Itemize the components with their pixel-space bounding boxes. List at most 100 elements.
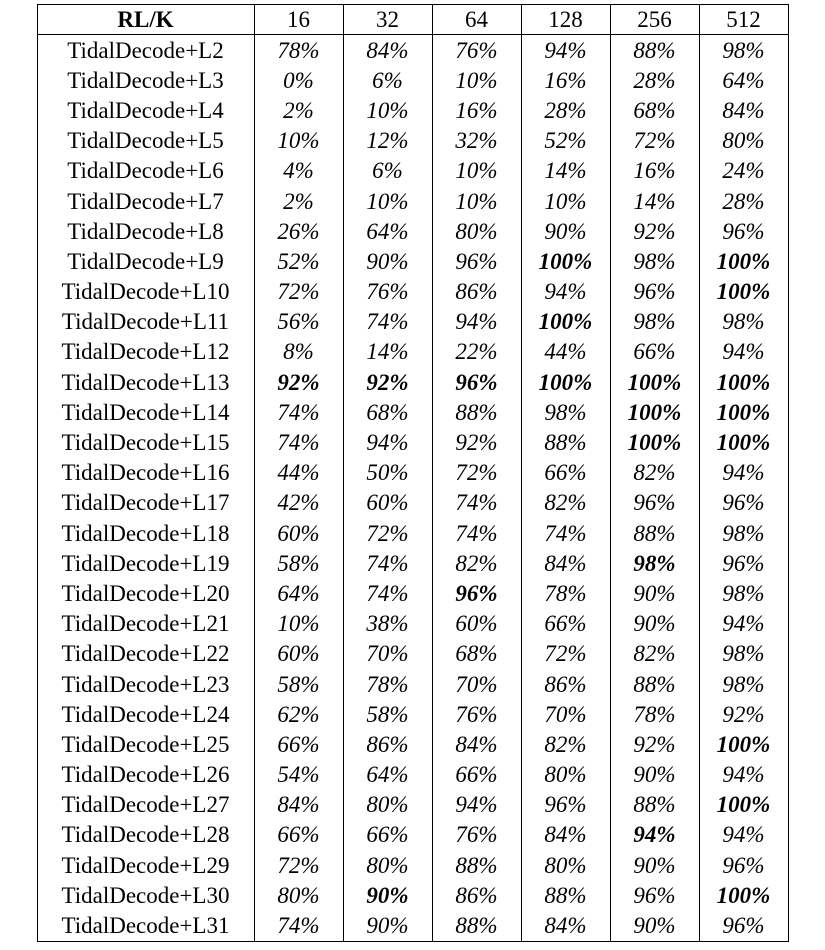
cell-value: 26% [277,218,320,244]
table-row: TidalDecode+L7 2% 10% 10% 10% 14% 28% [36,185,789,217]
best-value: 100% [627,369,682,395]
table-row: TidalDecode+L14 74% 68% 88% 98% 100% 100% [36,397,789,428]
table-cell: 90% [609,578,700,609]
cell-value: 28% [633,67,676,93]
table-cell: 72% [253,276,344,307]
row-label: TidalDecode+L15 [36,427,255,458]
cell-value: 96% [455,248,498,274]
table-cell: 96% [698,910,789,942]
column-header-k: 32 [342,4,433,35]
cell-value: 80% [366,792,409,818]
cell-value: 90% [366,248,409,274]
table-cell: 14% [609,185,700,217]
row-label: TidalDecode+L18 [36,518,255,549]
cell-value: 72% [277,852,320,878]
table-cell: 100% [520,246,611,277]
cell-value: 6% [372,67,403,93]
table-cell: 80% [431,216,522,247]
column-header-k: 256 [609,4,700,35]
cell-value: 64% [366,762,409,788]
table-cell: 72% [342,518,433,549]
table-row: TidalDecode+L27 84% 80% 94% 96% 88% 100% [36,789,789,820]
cell-value: 66% [455,762,498,788]
cell-value: 88% [633,520,676,546]
cell-value: 98% [722,520,765,546]
table-cell: 22% [431,336,522,368]
table-cell: 72% [253,850,344,881]
cell-value: 90% [633,762,676,788]
table-cell: 88% [431,850,522,881]
table-cell: 88% [520,427,611,458]
table-cell: 90% [342,246,433,277]
table-cell: 84% [520,819,611,851]
cell-value: 72% [633,128,676,154]
table-cell: 66% [342,819,433,851]
table-cell: 98% [698,638,789,669]
cell-value: 10% [366,97,409,123]
table-cell: 88% [520,880,611,911]
table-cell: 38% [342,608,433,639]
table-cell: 6% [342,155,433,186]
best-value: 100% [716,731,771,757]
table-row: TidalDecode+L4 2% 10% 16% 28% 68% 84% [36,95,789,126]
table-cell: 28% [609,65,700,96]
cell-value: 96% [722,218,765,244]
table-cell: 80% [253,880,344,911]
table-cell: 78% [520,578,611,609]
cell-value: 60% [455,611,498,637]
cell-value: 78% [366,671,409,697]
table-cell: 90% [609,759,700,790]
cell-value: 10% [544,188,587,214]
table-cell: 100% [520,306,611,337]
table-cell: 92% [609,216,700,247]
cell-value: 10% [455,158,498,184]
table-cell: 80% [342,850,433,881]
table-cell: 74% [431,487,522,518]
table-body: TidalDecode+L2 78% 84% 76% 94% 88% 98% TidalDec… [36,34,789,942]
cell-value: 58% [277,671,320,697]
table-cell: 96% [698,216,789,247]
row-label: TidalDecode+L16 [36,457,255,488]
table-cell: 16% [520,65,611,96]
table-row: TidalDecode+L19 58% 74% 82% 84% 98% 96% [36,548,789,579]
table-cell: 10% [431,185,522,217]
table-cell: 50% [342,457,433,488]
table-cell: 16% [609,155,700,186]
table-cell: 94% [698,457,789,488]
corner-header: RL/K [36,4,255,35]
table-row: TidalDecode+L13 92% 92% 96% 100% 100% 100% [36,367,789,398]
table-cell: 94% [698,608,789,639]
table-cell: 44% [520,336,611,368]
table-cell: 74% [431,518,522,549]
cell-value: 88% [633,792,676,818]
cell-value: 94% [722,762,765,788]
table-cell: 76% [431,699,522,730]
table-cell: 88% [431,910,522,942]
cell-value: 92% [633,731,676,757]
table-row: TidalDecode+L22 60% 70% 68% 72% 82% 98% [36,638,789,669]
table-cell: 32% [431,125,522,156]
table-cell: 66% [520,457,611,488]
cell-value: 80% [366,852,409,878]
table-cell: 80% [520,759,611,790]
table-cell: 82% [431,548,522,579]
table-cell: 88% [609,34,700,66]
cell-value: 74% [455,520,498,546]
table-cell: 98% [698,34,789,66]
table-cell: 66% [520,608,611,639]
table-row: TidalDecode+L6 4% 6% 10% 14% 16% 24% [36,155,789,186]
cell-value: 98% [544,399,587,425]
row-label: TidalDecode+L14 [36,397,255,428]
cell-value: 94% [455,792,498,818]
cell-value: 88% [455,913,498,939]
table-row: TidalDecode+L8 26% 64% 80% 90% 92% 96% [36,216,789,247]
best-value: 100% [716,430,771,456]
table-cell: 82% [609,457,700,488]
table-row: TidalDecode+L26 54% 64% 66% 80% 90% 94% [36,759,789,790]
table-row: TidalDecode+L29 72% 80% 88% 80% 90% 96% [36,850,789,881]
cell-value: 82% [544,731,587,757]
table-cell: 82% [520,487,611,518]
cell-value: 70% [544,701,587,727]
row-label: TidalDecode+L27 [36,789,255,820]
table-cell: 80% [698,125,789,156]
